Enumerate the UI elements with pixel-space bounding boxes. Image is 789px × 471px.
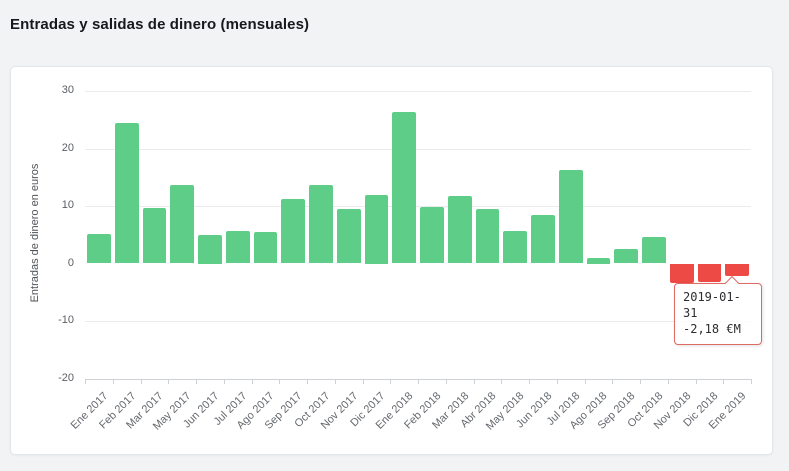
bar-may-2017[interactable] [170, 184, 195, 264]
bar-ene-2019[interactable] [725, 263, 750, 276]
tooltip-value: -2,18 €M [683, 322, 741, 337]
bar-mar-2017[interactable] [142, 208, 167, 264]
x-axis-tick [640, 378, 641, 384]
x-axis-tick [279, 378, 281, 384]
x-axis-tick [362, 378, 364, 384]
x-axis-tick [307, 378, 308, 384]
bar-jun-2018[interactable] [531, 215, 555, 264]
x-axis-tick [695, 378, 697, 384]
x-axis-tick [418, 378, 419, 384]
bar-ago-2018[interactable] [586, 257, 611, 264]
gridline-30 [85, 91, 751, 92]
bar-sep-2018[interactable] [614, 249, 639, 264]
x-axis-tick [112, 378, 114, 384]
y-tick-label--20: -20 [58, 371, 74, 384]
x-axis-tick [251, 378, 253, 384]
x-axis-tick [751, 378, 752, 384]
chart-plot-area: 30 20 10 0 -10 -20 Ene 2017 Feb 2017 Mar 2017 May… [11, 67, 772, 454]
bar-dic-2018[interactable] [697, 263, 722, 282]
x-axis-tick [196, 378, 197, 384]
bar-feb-2018[interactable] [420, 206, 444, 264]
x-axis-tick [667, 378, 669, 384]
x-axis-tick [612, 378, 614, 384]
y-tick-label-0: 0 [67, 256, 74, 269]
chart-card: Entradas de dinero en euros 30 20 10 0 -10 -2… [10, 66, 773, 455]
bar-jul-2018[interactable] [558, 169, 583, 264]
gridline-20 [85, 148, 751, 150]
x-axis-tick [140, 378, 142, 384]
bar-dic-2017[interactable] [364, 194, 389, 264]
gridline-10 [85, 206, 751, 207]
x-axis-tick [85, 378, 86, 384]
gridline--10 [85, 321, 751, 322]
bar-jun-2017[interactable] [198, 234, 222, 264]
x-axis-tick [556, 378, 558, 384]
x-axis-tick [223, 378, 225, 384]
y-tick-label-30: 30 [61, 84, 74, 96]
chart-tooltip: 2019-01-31 -2,18 €M [674, 275, 762, 345]
bar-oct-2017[interactable] [309, 184, 333, 264]
bar-ago-2017[interactable] [253, 232, 278, 264]
y-tick-label--10: -10 [58, 314, 74, 326]
x-axis-tick [723, 378, 725, 384]
x-axis-tick [529, 378, 530, 384]
bar-abr-2018[interactable] [475, 208, 500, 264]
y-tick-label-10: 10 [61, 199, 74, 211]
x-axis-tick [168, 378, 170, 384]
x-axis-tick [501, 378, 503, 384]
bar-ene-2017[interactable] [87, 233, 111, 264]
x-axis-tick [473, 378, 475, 384]
bar-may-2018[interactable] [503, 230, 528, 264]
page-title: Entradas y salidas de dinero (mensuales) [10, 16, 310, 33]
y-tick-label-20: 20 [61, 141, 74, 154]
bar-ene-2018[interactable] [392, 111, 417, 264]
bar-nov-2017[interactable] [336, 209, 361, 264]
bar-oct-2018[interactable] [642, 237, 666, 264]
bar-feb-2017[interactable] [114, 123, 139, 264]
bar-nov-2018[interactable] [669, 263, 694, 284]
x-axis-tick [584, 378, 586, 384]
bar-sep-2017[interactable] [281, 199, 306, 264]
x-axis-tick [390, 378, 392, 384]
tooltip-date: 2019-01-31 [683, 290, 741, 321]
bar-mar-2018[interactable] [447, 195, 472, 264]
bar-jul-2017[interactable] [225, 230, 250, 264]
x-axis-tick [445, 378, 447, 384]
x-axis-tick [334, 378, 336, 384]
